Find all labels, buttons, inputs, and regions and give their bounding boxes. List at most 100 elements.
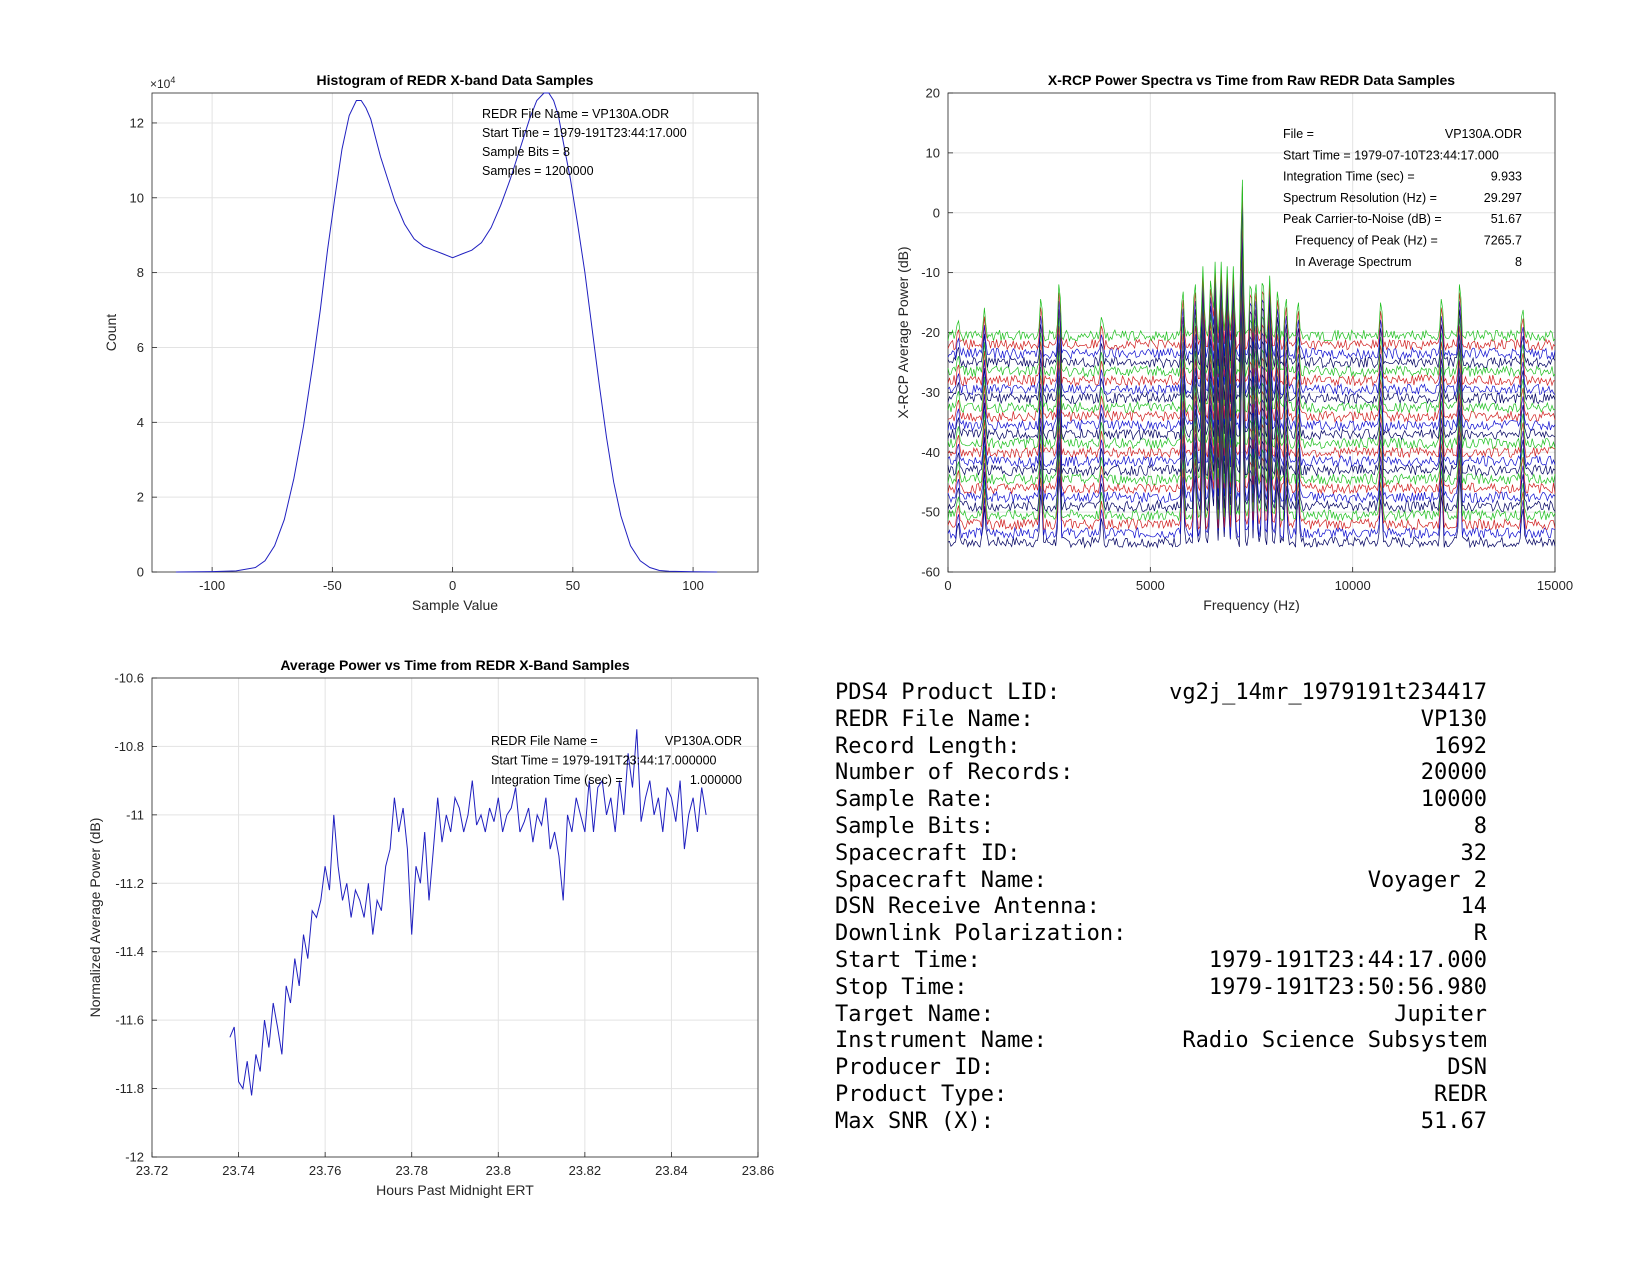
y-tick-label: -10.8 <box>114 739 144 754</box>
y-tick-label: -40 <box>921 445 940 460</box>
y-tick-label: 0 <box>137 565 144 580</box>
y-tick-label: 20 <box>926 86 940 101</box>
y-tick-label: -11.2 <box>115 876 144 891</box>
annotation-label: In Average Spectrum <box>1295 255 1412 269</box>
y-exponent-label: ×104 <box>150 75 175 91</box>
x-tick-label: 23.82 <box>569 1163 602 1178</box>
annotation-label: REDR File Name = <box>491 734 598 748</box>
y-tick-label: 8 <box>137 265 144 280</box>
info-label: Max SNR (X): <box>835 1108 994 1134</box>
annotation-label: Integration Time (sec) = <box>1283 170 1415 184</box>
y-tick-label: 0 <box>933 205 940 220</box>
info-label: Stop Time: <box>835 974 968 1000</box>
x-tick-label: -50 <box>323 578 342 593</box>
plot-area <box>152 93 758 572</box>
x-tick-label: 50 <box>566 578 580 593</box>
info-label: Sample Rate: <box>835 787 994 813</box>
info-label: Spacecraft ID: <box>835 840 1021 866</box>
info-value: Radio Science Subsystem <box>1182 1028 1487 1054</box>
y-tick-label: 6 <box>137 340 144 355</box>
info-row: Downlink Polarization: R <box>835 921 1487 948</box>
x-tick-label: 5000 <box>1136 578 1165 593</box>
info-value: Jupiter <box>1394 1001 1487 1027</box>
info-label: Target Name: <box>835 1001 994 1027</box>
info-value: 1979-191T23:50:56.980 <box>1208 974 1487 1000</box>
annotation-label: Frequency of Peak (Hz) = <box>1295 234 1438 248</box>
y-tick-label: -50 <box>921 505 940 520</box>
info-row: Stop Time: 1979-191T23:50:56.980 <box>835 975 1487 1002</box>
x-tick-label: 23.8 <box>486 1163 511 1178</box>
annotation-value: 1.000000 <box>690 773 742 787</box>
x-tick-label: 23.76 <box>309 1163 342 1178</box>
spectra-group <box>947 179 1556 549</box>
info-label: Start Time: <box>835 947 981 973</box>
annotation-label: File = <box>1283 127 1314 141</box>
y-exponent-power: 4 <box>170 75 175 85</box>
info-row: Instrument Name: Radio Science Subsystem <box>835 1028 1487 1055</box>
axes-box <box>151 92 759 573</box>
info-value: R <box>1473 921 1487 947</box>
annotation-value: 51.67 <box>1491 212 1522 226</box>
chart-title: Average Power vs Time from REDR X-Band S… <box>280 657 630 673</box>
x-tick-label: 23.86 <box>742 1163 775 1178</box>
info-row: PDS4 Product LID: vg2j_14mr_1979191t23441… <box>835 680 1487 707</box>
y-tick-label: 2 <box>137 490 144 505</box>
annotation-label: Peak Carrier-to-Noise (dB) = <box>1283 212 1442 226</box>
x-axis-label: Hours Past Midnight ERT <box>376 1182 534 1198</box>
y-tick-label: -30 <box>921 385 940 400</box>
annotation-text: Sample Bits = 8 <box>482 145 570 159</box>
annotation-text: REDR File Name = VP130A.ODR <box>482 107 669 121</box>
axes-box <box>151 677 759 1158</box>
x-axis-label: Frequency (Hz) <box>1203 597 1299 613</box>
annotation-value: 29.297 <box>1484 191 1522 205</box>
x-tick-label: 23.74 <box>222 1163 255 1178</box>
info-row: Sample Bits: 8 <box>835 814 1487 841</box>
y-tick-label: -11.6 <box>115 1013 144 1028</box>
y-axis-label: Count <box>103 314 119 351</box>
y-tick-label: 10 <box>926 145 940 160</box>
annotation-label: Integration Time (sec) = <box>491 773 623 787</box>
info-value: 10000 <box>1420 787 1487 813</box>
y-tick-label: -10.6 <box>114 671 144 686</box>
x-tick-label: 15000 <box>1537 578 1573 593</box>
info-label: Producer ID: <box>835 1055 994 1081</box>
y-tick-label: -20 <box>921 325 940 340</box>
x-tick-label: 23.84 <box>655 1163 688 1178</box>
info-value: 14 <box>1460 894 1488 920</box>
y-axis-label: Normalized Average Power (dB) <box>87 818 103 1018</box>
info-value: 8 <box>1473 813 1487 839</box>
info-value: 1692 <box>1434 733 1487 759</box>
info-row: Start Time: 1979-191T23:44:17.000 <box>835 948 1487 975</box>
y-tick-label: -11.8 <box>115 1081 144 1096</box>
info-row: Sample Rate: 10000 <box>835 787 1487 814</box>
y-tick-label: 10 <box>130 190 144 205</box>
y-tick-label: -60 <box>921 565 940 580</box>
info-label: REDR File Name: <box>835 706 1034 732</box>
annotation-label: Start Time = 1979-191T23:44:17.000000 <box>491 754 717 768</box>
chart-title: X-RCP Power Spectra vs Time from Raw RED… <box>1048 72 1455 88</box>
x-axis-label: Sample Value <box>412 597 498 613</box>
info-row: Spacecraft ID: 32 <box>835 841 1487 868</box>
info-row: Spacecraft Name: Voyager 2 <box>835 868 1487 895</box>
y-axis-label: X-RCP Average Power (dB) <box>895 246 911 418</box>
product-info-table: PDS4 Product LID: vg2j_14mr_1979191t23441… <box>835 680 1487 1136</box>
info-value: 20000 <box>1420 760 1487 786</box>
info-value: 51.67 <box>1420 1108 1487 1134</box>
histogram-line <box>175 92 718 573</box>
info-value: REDR <box>1434 1081 1487 1107</box>
y-tick-label: 4 <box>137 415 144 430</box>
info-value: DSN <box>1447 1055 1487 1081</box>
x-tick-label: 100 <box>682 578 704 593</box>
info-label: Sample Bits: <box>835 813 994 839</box>
info-label: Instrument Name: <box>835 1028 1047 1054</box>
info-row: Record Length: 1692 <box>835 734 1487 761</box>
info-label: DSN Receive Antenna: <box>835 894 1100 920</box>
info-value: 32 <box>1460 840 1488 866</box>
info-row: Target Name: Jupiter <box>835 1002 1487 1029</box>
info-row: REDR File Name: VP130 <box>835 707 1487 734</box>
info-label: Record Length: <box>835 733 1021 759</box>
annotation-value: 8 <box>1515 255 1522 269</box>
x-tick-label: 10000 <box>1335 578 1371 593</box>
